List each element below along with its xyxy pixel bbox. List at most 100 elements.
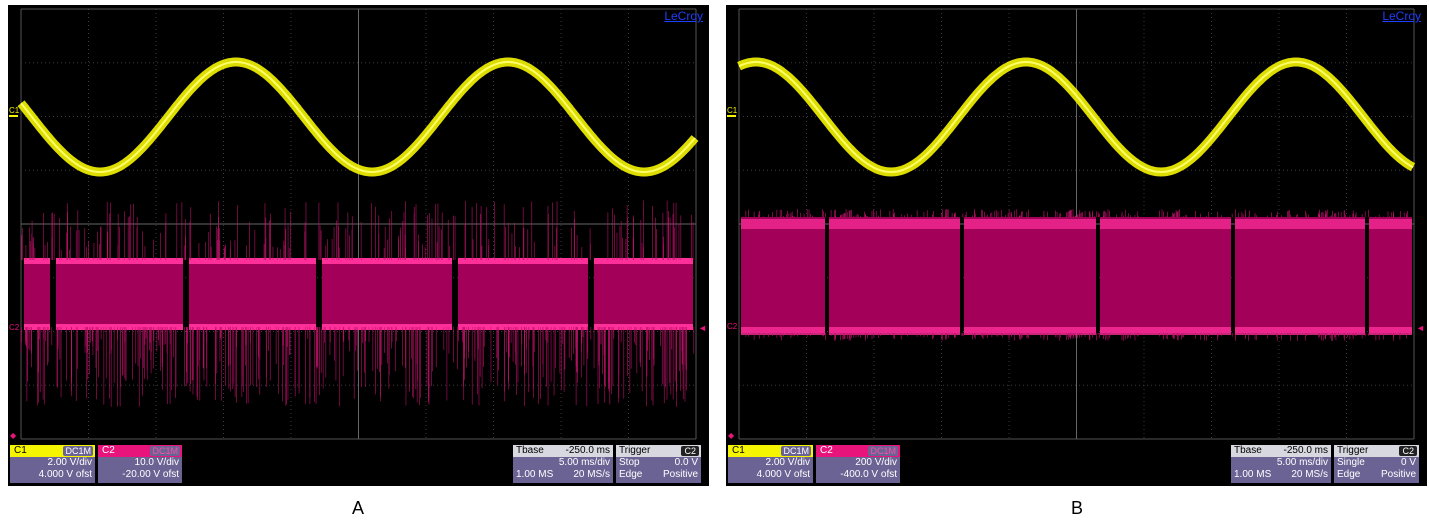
c2-vdiv: 10.0 V/div xyxy=(134,457,179,468)
c2-high-band xyxy=(1369,219,1412,229)
lecroy-logo: LeCroy xyxy=(1382,9,1421,23)
c1-vdiv: 2.00 V/div xyxy=(47,457,92,468)
c1-marker: C1 xyxy=(727,106,738,115)
c1-label: C1 xyxy=(732,445,745,456)
trigger-channel: C2 xyxy=(1399,446,1417,456)
c2-descriptor[interactable]: C2 DC1M 10.0 V/div -20.00 V ofst xyxy=(98,445,182,483)
c2-low-band xyxy=(189,324,316,330)
tbase-tdiv: 5.00 ms/div xyxy=(558,457,610,468)
c1-coupling: DC1M xyxy=(63,446,93,456)
c2-offset: -20.00 V ofst xyxy=(122,469,179,480)
trigger-slope: Positive xyxy=(662,469,698,480)
scope-panel-a: C2 C1 ◄ ◆ LeCroy C1 DC1M 2.00 V/div 4.000 V … xyxy=(8,5,709,486)
c2-segment xyxy=(189,260,316,327)
c2-low-band xyxy=(1235,327,1365,335)
c2-low-band xyxy=(458,324,588,330)
panel-caption-a: A xyxy=(351,498,364,518)
trigger-position-marker: ◆ xyxy=(10,431,17,440)
c2-segment xyxy=(56,260,183,327)
tbase-value: -250.0 ms xyxy=(565,445,610,456)
trigger-descriptor[interactable]: Trigger C2 Single 0 V Edge Positive xyxy=(1334,445,1419,483)
c2-segment xyxy=(964,217,1096,333)
tbase-samples: 1.00 MS xyxy=(516,469,554,480)
tbase-tdiv: 5.00 ms/div xyxy=(1276,457,1328,468)
c1-offset: 4.000 V ofst xyxy=(756,469,810,480)
c2-low-band xyxy=(594,324,693,330)
waveform-display-b: C2 C1 ◄ ◆ xyxy=(727,8,1425,440)
trigger-title: Trigger xyxy=(1337,445,1369,456)
c2-segment xyxy=(24,260,50,327)
c2-low-band xyxy=(56,324,183,330)
c2-high-band xyxy=(594,258,693,264)
lecroy-logo: LeCroy xyxy=(664,9,703,23)
trigger-type: Edge xyxy=(1337,469,1361,480)
trigger-mode: Single xyxy=(1337,457,1365,468)
c1-trace-core xyxy=(20,61,696,173)
tbase-samples: 1.00 MS xyxy=(1234,469,1272,480)
c2-high-band xyxy=(458,258,588,264)
c1-coupling: DC1M xyxy=(781,446,811,456)
c2-low-band xyxy=(964,327,1096,335)
tbase-value: -250.0 ms xyxy=(1283,445,1328,456)
c2-low-band xyxy=(829,327,960,335)
c1-vdiv: 2.00 V/div xyxy=(765,457,810,468)
c2-marker: C2 xyxy=(727,322,738,331)
c2-segment xyxy=(741,217,825,333)
trigger-title: Trigger xyxy=(619,445,651,456)
c1-trace-core xyxy=(738,61,1414,174)
c2-low-band xyxy=(1100,327,1231,335)
tbase-title: Tbase xyxy=(1234,445,1262,456)
trigger-slope: Positive xyxy=(1380,469,1416,480)
c2-high-band xyxy=(1100,219,1231,229)
c2-high-band xyxy=(829,219,960,229)
c2-coupling: DC1M xyxy=(868,446,898,456)
c2-segment xyxy=(1100,217,1231,333)
status-bar-b: C1 DC1M 2.00 V/div 4.000 V ofst C2 DC1M 20… xyxy=(726,443,1427,486)
timebase-descriptor[interactable]: Tbase -250.0 ms 5.00 ms/div 1.00 MS 20 MS/… xyxy=(513,445,613,483)
c2-segment xyxy=(1235,217,1365,333)
c2-high-band xyxy=(56,258,183,264)
trigger-type: Edge xyxy=(619,469,643,480)
trigger-channel: C2 xyxy=(681,446,699,456)
trigger-level: 0 V xyxy=(1400,457,1416,468)
c1-descriptor[interactable]: C1 DC1M 2.00 V/div 4.000 V ofst xyxy=(10,445,95,483)
c2-trace xyxy=(20,200,695,407)
tbase-rate: 20 MS/s xyxy=(573,469,610,480)
trigger-level: 0.0 V xyxy=(674,457,698,468)
waveform-display-a: C2 C1 ◄ ◆ xyxy=(9,8,707,440)
c2-trace xyxy=(741,209,1412,341)
c2-marker: C2 xyxy=(9,323,20,332)
tbase-title: Tbase xyxy=(516,445,544,456)
c2-high-band xyxy=(24,258,50,264)
trigger-position-marker: ◆ xyxy=(728,431,735,440)
c2-low-band xyxy=(1369,327,1412,335)
c2-offset: -400.0 V ofst xyxy=(840,469,897,480)
c2-segment xyxy=(458,260,588,327)
c1-marker: C1 xyxy=(9,106,20,115)
c2-label: C2 xyxy=(102,445,115,456)
c1-offset: 4.000 V ofst xyxy=(38,469,92,480)
c2-vdiv: 200 V/div xyxy=(855,457,897,468)
c2-segment xyxy=(594,260,693,327)
c2-label: C2 xyxy=(820,445,833,456)
c1-label: C1 xyxy=(14,445,27,456)
c2-low-band xyxy=(741,327,825,335)
trigger-descriptor[interactable]: Trigger C2 Stop 0.0 V Edge Positive xyxy=(616,445,701,483)
status-bar-a: C1 DC1M 2.00 V/div 4.000 V ofst C2 DC1M 10… xyxy=(8,443,709,486)
panel-caption-b: B xyxy=(1070,498,1083,518)
c2-segment xyxy=(829,217,960,333)
c2-segment xyxy=(322,260,452,327)
c2-coupling: DC1M xyxy=(150,446,180,456)
c2-segment xyxy=(1369,217,1412,333)
trigger-mode: Stop xyxy=(619,457,640,468)
c2-descriptor[interactable]: C2 DC1M 200 V/div -400.0 V ofst xyxy=(816,445,900,483)
c2-high-band xyxy=(741,219,825,229)
scope-panel-b: C2 C1 ◄ ◆ LeCroy C1 DC1M 2.00 V/div 4.000 V … xyxy=(726,5,1427,486)
c1-descriptor[interactable]: C1 DC1M 2.00 V/div 4.000 V ofst xyxy=(728,445,813,483)
c2-high-band xyxy=(189,258,316,264)
timebase-descriptor[interactable]: Tbase -250.0 ms 5.00 ms/div 1.00 MS 20 MS/… xyxy=(1231,445,1331,483)
c2-low-band xyxy=(24,324,50,330)
trigger-level-marker: ◄ xyxy=(698,323,707,333)
tbase-rate: 20 MS/s xyxy=(1291,469,1328,480)
c2-high-band xyxy=(964,219,1096,229)
